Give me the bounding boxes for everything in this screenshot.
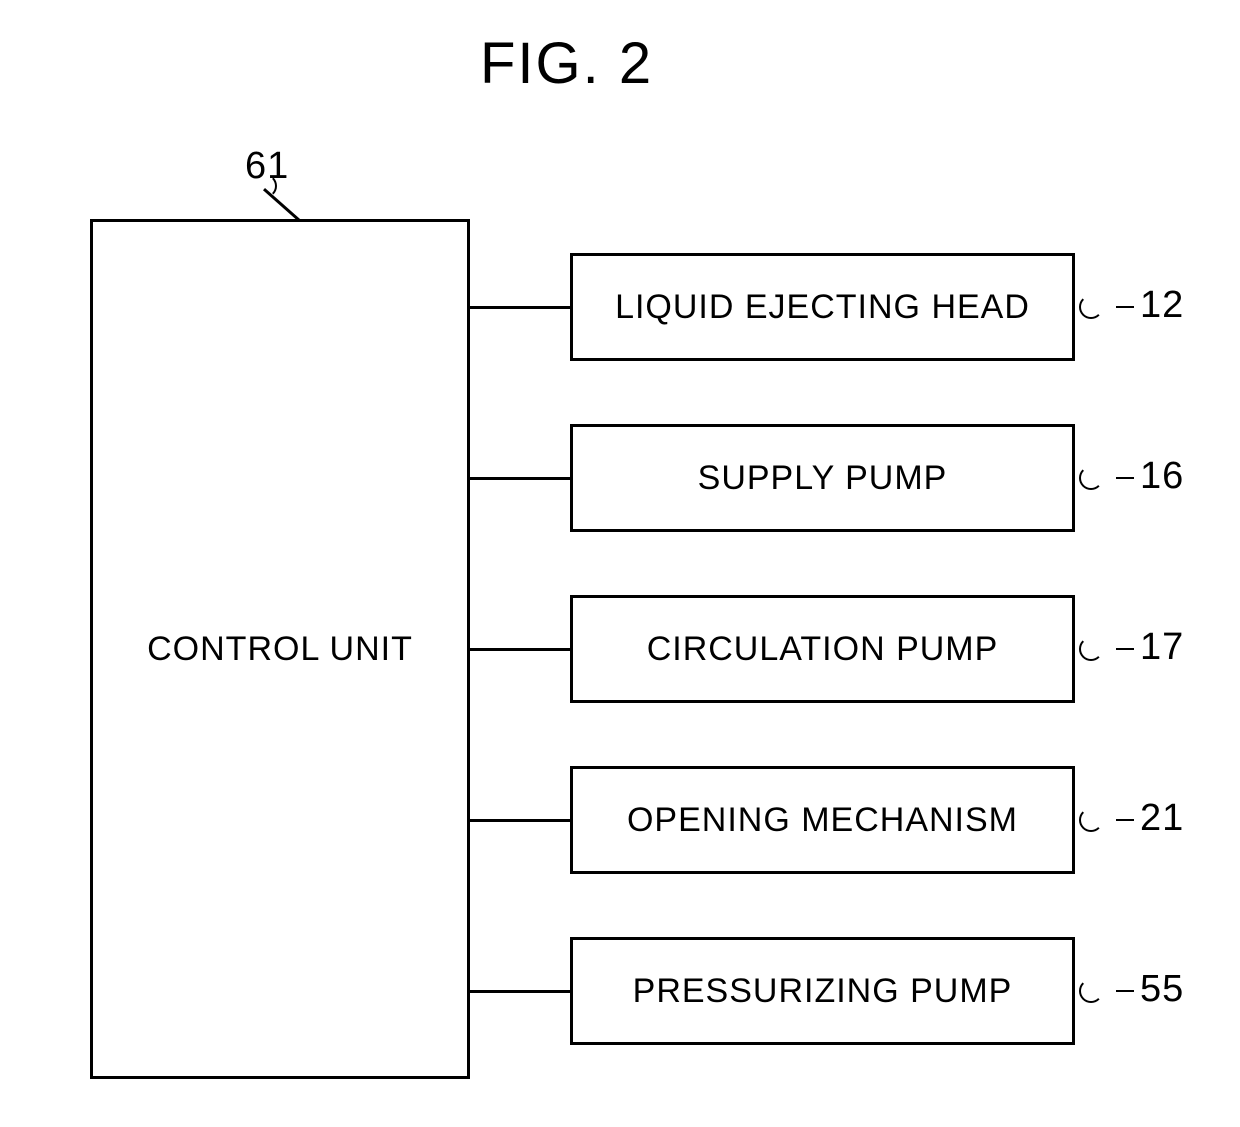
component-lead-hook [1079,979,1103,1003]
component-lead-hook [1079,295,1103,319]
component-box: LIQUID EJECTING HEAD [570,253,1075,361]
connector-line [470,648,570,651]
component-box: OPENING MECHANISM [570,766,1075,874]
connector-line [470,477,570,480]
component-lead-tail [1116,819,1134,821]
component-lead-tail [1116,306,1134,308]
component-label: PRESSURIZING PUMP [633,972,1013,1011]
diagram-container: FIG. 2 CONTROL UNIT 61 LIQUID EJECTING H… [0,0,1240,1127]
component-lead-hook [1079,808,1103,832]
component-label: OPENING MECHANISM [627,801,1018,840]
component-lead-tail [1116,477,1134,479]
figure-title: FIG. 2 [480,30,653,97]
component-label: LIQUID EJECTING HEAD [615,288,1030,327]
control-unit-label: CONTROL UNIT [147,630,413,669]
component-lead-hook [1079,637,1103,661]
component-label: CIRCULATION PUMP [647,630,999,669]
connector-line [470,990,570,993]
component-box: PRESSURIZING PUMP [570,937,1075,1045]
component-box: SUPPLY PUMP [570,424,1075,532]
component-ref: 55 [1140,968,1184,1011]
connector-line [470,306,570,309]
control-unit-lead-hook [253,174,277,198]
component-ref: 12 [1140,284,1184,327]
control-unit-box: CONTROL UNIT [90,219,470,1079]
component-lead-tail [1116,990,1134,992]
component-label: SUPPLY PUMP [698,459,948,498]
component-ref: 21 [1140,797,1184,840]
component-lead-tail [1116,648,1134,650]
component-lead-hook [1079,466,1103,490]
component-box: CIRCULATION PUMP [570,595,1075,703]
connector-line [470,819,570,822]
component-ref: 17 [1140,626,1184,669]
component-ref: 16 [1140,455,1184,498]
